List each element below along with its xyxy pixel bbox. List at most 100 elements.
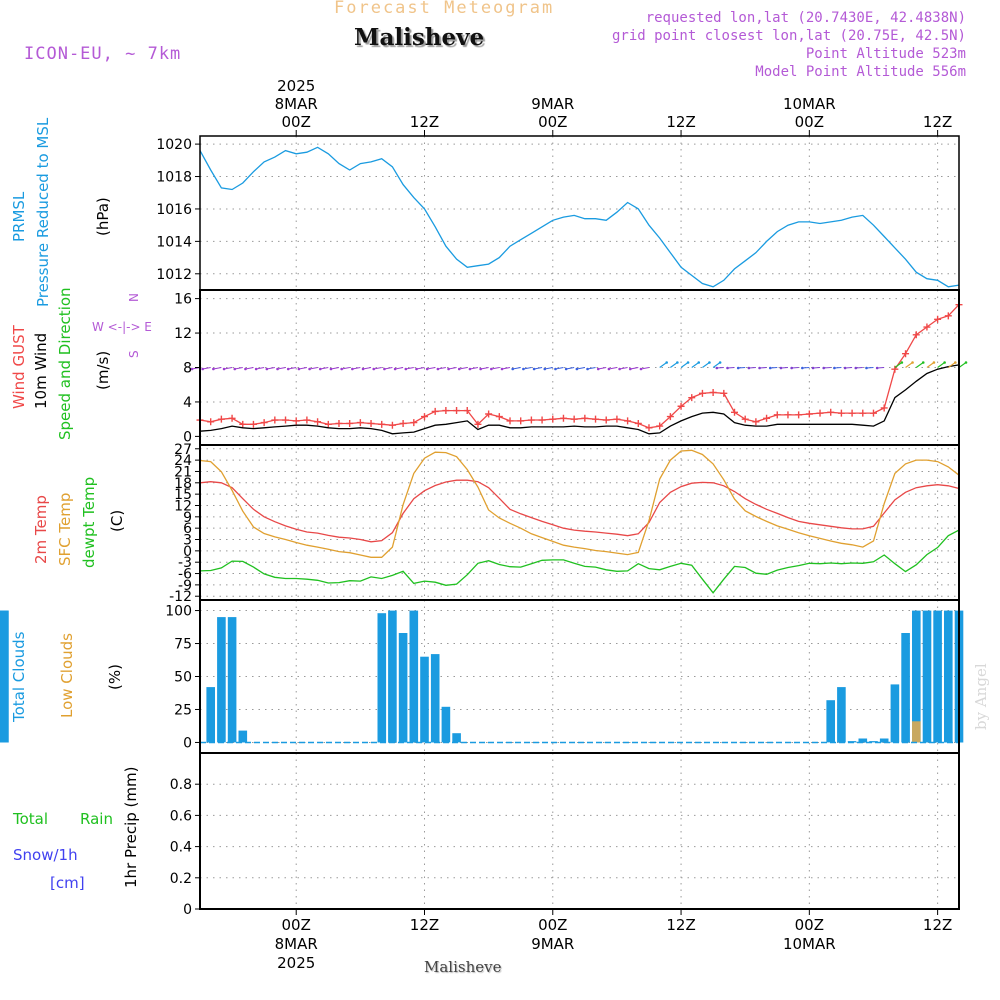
gust-marker: [902, 350, 910, 358]
model-altitude: Model Point Altitude 556m: [755, 64, 966, 80]
wind-direction-arrow: [330, 366, 340, 370]
wind-direction-arrowhead: [618, 367, 621, 371]
gust-marker: [495, 413, 503, 421]
bottom-time-label: 00Z: [538, 916, 567, 934]
gust-marker: [356, 419, 364, 427]
gust-marker: [816, 409, 824, 417]
wind-direction-arrow: [640, 366, 650, 370]
gust-marker: [239, 420, 247, 428]
gust-marker: [666, 413, 674, 421]
wind-direction-arrowhead: [811, 366, 815, 370]
clouds-total-clouds-bar: [452, 733, 461, 743]
wind-direction-arrowhead: [190, 367, 194, 371]
clouds-total-clouds-bar: [206, 687, 215, 743]
wind-direction-arrow: [659, 362, 667, 368]
temperature-2m-temp-line: [199, 479, 960, 543]
wind-wind-gust-line: [199, 304, 960, 429]
gust-marker: [731, 408, 739, 416]
wind-ytick-label: 8: [183, 361, 192, 377]
top-time-label: 00Z: [282, 113, 311, 131]
wind-direction-arrow: [352, 366, 361, 370]
wind-direction-arrowhead: [900, 361, 904, 364]
bottom-time-label: 8MAR: [275, 935, 318, 953]
gust-marker: [645, 424, 653, 432]
clouds-total-clouds-bar: [0, 610, 9, 743]
wind-direction-arrowhead: [222, 367, 226, 371]
gust-marker: [624, 417, 632, 425]
gust-marker: [420, 413, 428, 421]
wind-direction-arrow: [309, 366, 318, 370]
clouds-ytick-label: 25: [174, 702, 192, 718]
wind-direction-arrow: [619, 366, 628, 370]
wind-direction-arrowhead: [708, 361, 711, 364]
wind-direction-arrowhead: [718, 361, 722, 364]
wind-direction-arrow: [566, 366, 575, 370]
wind-direction-arrowhead: [854, 366, 858, 370]
clouds-total-clouds-bar: [837, 687, 846, 743]
wind-direction-arrowhead: [758, 366, 761, 370]
gust-marker: [709, 388, 717, 396]
wind-direction-arrowhead: [297, 367, 301, 371]
wind-direction-arrowhead: [964, 361, 968, 364]
clouds-low-clouds-bar: [912, 721, 921, 743]
clouds-total-clouds-bar: [398, 633, 408, 743]
gust-marker: [303, 416, 311, 424]
wind-direction-arrow: [958, 362, 967, 368]
precip-panel-frame: [199, 752, 960, 910]
pressure-label-prmsl: PRMSL: [10, 191, 28, 242]
wind-direction-arrow: [266, 366, 275, 370]
wind-direction-arrowhead: [665, 361, 668, 364]
pressure-ytick-label: 1016: [156, 202, 192, 218]
temperature-ytick-label: 6: [183, 521, 192, 537]
gust-marker: [399, 419, 407, 427]
clouds-total-clouds-bar: [933, 610, 942, 743]
wind-direction-arrowhead: [790, 366, 793, 370]
wind-direction-arrowhead: [575, 367, 579, 371]
gust-marker: [741, 415, 749, 423]
wind-direction-arrowhead: [490, 367, 493, 371]
gust-marker: [367, 419, 375, 427]
gust-marker: [805, 410, 813, 418]
gust-marker: [944, 312, 952, 320]
clouds-total-clouds-bar: [238, 730, 248, 743]
wind-direction-arrowhead: [393, 367, 397, 371]
top-time-label: 8MAR: [275, 95, 318, 113]
gust-marker: [282, 416, 290, 424]
temperature-ytick-label: 24: [174, 453, 192, 469]
compass-we: W <-|-> E: [92, 320, 152, 334]
wind-direction-arrow: [501, 366, 511, 370]
temperature-ytick-label: -9: [178, 578, 192, 594]
clouds-total-clouds-bar: [227, 617, 237, 743]
gust-marker: [207, 418, 215, 426]
temp-dewpt-label: dewpt Temp: [80, 477, 98, 568]
wind-direction-arrow: [905, 362, 913, 368]
gust-marker: [795, 411, 803, 419]
gust-marker: [837, 409, 845, 417]
top-time-label: 00Z: [795, 113, 824, 131]
clouds-total-clouds-bar: [826, 700, 835, 743]
wind-direction-arrowhead: [372, 367, 376, 371]
bottom-time-label: 9MAR: [531, 935, 574, 953]
gust-marker: [698, 389, 706, 397]
wind-direction-arrow: [894, 362, 903, 368]
gust-marker: [592, 415, 600, 423]
wind-direction-arrow: [712, 362, 721, 368]
gust-marker: [474, 420, 482, 428]
gust-marker: [763, 414, 771, 422]
gust-marker: [292, 417, 300, 425]
total-clouds-label: Total Clouds: [10, 631, 28, 723]
gust-marker: [570, 415, 578, 423]
clouds-ytick-label: 0: [183, 735, 192, 751]
gust-marker: [869, 409, 877, 417]
wind-direction-arrow: [587, 366, 596, 370]
cloud-labels: Total Clouds Low Clouds (%): [10, 631, 124, 723]
top-time-label: 12Z: [666, 113, 695, 131]
gust-marker: [217, 415, 225, 423]
wind-direction-arrow: [395, 366, 404, 370]
wind-direction-arrowhead: [233, 367, 237, 371]
wind-direction-arrow: [512, 366, 521, 370]
wind-direction-arrow: [256, 366, 265, 370]
wind-direction-arrowhead: [736, 366, 740, 370]
wind-direction-arrowhead: [875, 366, 879, 370]
gust-marker: [463, 407, 471, 415]
